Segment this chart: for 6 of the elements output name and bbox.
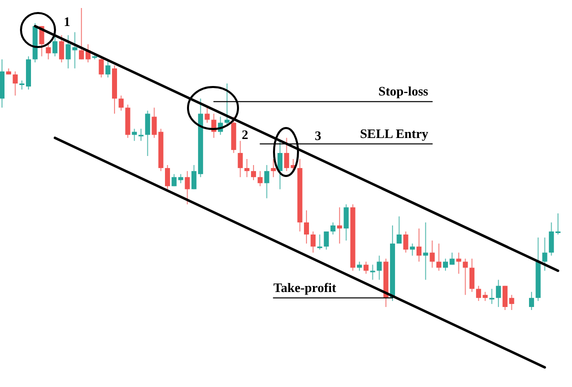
series-label: Take-profit: [273, 280, 337, 295]
annotation: 3: [314, 128, 322, 143]
annotation: 2: [242, 127, 248, 142]
series-label: SELL Entry: [360, 126, 429, 141]
series-label: Stop-loss: [378, 84, 428, 99]
annotation: 1: [64, 14, 70, 29]
